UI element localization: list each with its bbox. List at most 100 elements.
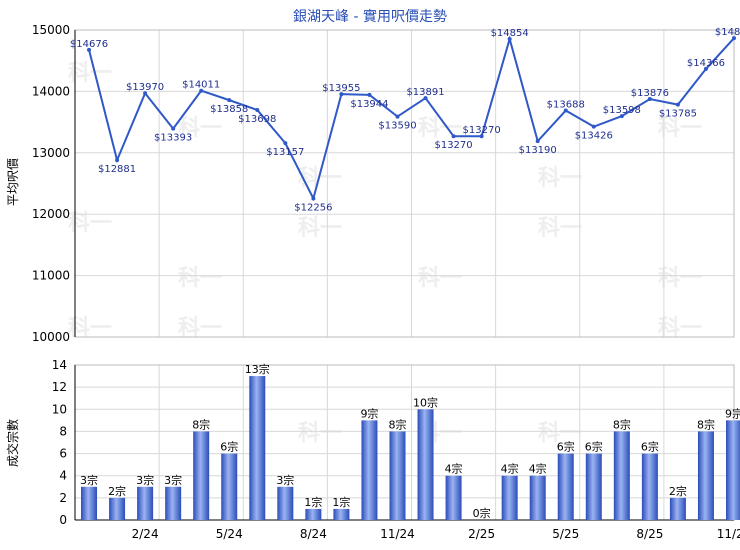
bar-data-label: 4宗 — [529, 462, 547, 476]
x-tick-label: 2/25 — [468, 527, 495, 541]
price-data-label: $13190 — [519, 145, 557, 156]
price-data-label: $14366 — [687, 58, 725, 69]
bar-data-label: 3宗 — [164, 473, 182, 487]
price-data-label: $13698 — [238, 114, 276, 125]
bar-data-label: 2宗 — [108, 484, 126, 498]
bottom-y-tick-label: 10 — [52, 402, 67, 416]
bottom-y-tick-label: 0 — [59, 513, 67, 527]
price-line — [88, 35, 735, 202]
price-data-label: $13590 — [378, 121, 416, 132]
bar — [165, 486, 182, 520]
bar-data-label: 9宗 — [360, 406, 378, 420]
x-tick-label: 8/24 — [300, 527, 327, 541]
bottom-y-tick-label: 14 — [52, 358, 67, 372]
price-data-label: $13876 — [631, 88, 669, 99]
bar-data-label: 3宗 — [80, 473, 98, 487]
x-tick-label: 2/24 — [132, 527, 159, 541]
price-point — [227, 98, 232, 103]
price-point — [367, 92, 372, 97]
line-series — [87, 35, 736, 202]
price-data-label: $13598 — [603, 105, 641, 116]
top-y-tick-label: 12000 — [32, 207, 70, 221]
watermark-text: 科一 — [418, 266, 462, 291]
bottom-y-tick-label: 4 — [59, 469, 67, 483]
price-point — [255, 107, 260, 112]
price-point — [339, 92, 344, 97]
price-point — [143, 91, 148, 96]
price-point — [647, 97, 652, 102]
price-point — [591, 124, 596, 129]
price-data-label: $13393 — [154, 133, 192, 144]
watermark-text: 科一 — [538, 421, 582, 446]
bar-data-label: 3宗 — [276, 473, 294, 487]
bottom-y-tick-label: 2 — [59, 491, 67, 505]
bottom-y-tick-label: 6 — [59, 447, 67, 461]
bar — [445, 475, 462, 520]
bar-data-label: 3宗 — [136, 473, 154, 487]
bar — [557, 453, 574, 520]
chart-title: 銀湖天峰 - 實用呎價走勢 — [293, 8, 447, 25]
price-point — [395, 114, 400, 119]
bar-data-label: 6宗 — [585, 440, 603, 454]
top-y-tick-label: 10000 — [32, 330, 70, 344]
bar — [529, 475, 546, 520]
price-point — [199, 88, 204, 93]
price-data-label: $13270 — [463, 125, 501, 136]
x-tick-label: 11/25 — [717, 527, 740, 541]
bar — [417, 409, 434, 520]
price-data-label: $13955 — [322, 83, 360, 94]
bar-series — [81, 376, 740, 520]
bar-data-label: 13宗 — [245, 362, 270, 376]
bar — [669, 497, 686, 520]
bar-data-label: 9宗 — [725, 406, 740, 420]
top-plot-frame — [74, 29, 735, 338]
bar — [333, 508, 350, 520]
x-tick-label: 8/25 — [636, 527, 663, 541]
price-point — [703, 66, 708, 71]
price-point — [479, 134, 484, 139]
watermark-text: 科一 — [178, 266, 222, 291]
price-point — [311, 196, 316, 201]
price-point — [451, 134, 456, 139]
bar-data-label: 8宗 — [192, 417, 210, 431]
price-data-label: $13157 — [266, 147, 304, 158]
bar — [697, 431, 714, 520]
bar — [109, 497, 126, 520]
bar — [501, 475, 518, 520]
bar — [277, 486, 294, 520]
watermark-text: 科一 — [178, 116, 222, 141]
x-tick-label: 11/24 — [380, 527, 415, 541]
watermark-text: 科一 — [298, 216, 342, 241]
bar — [389, 431, 406, 520]
price-point — [507, 36, 512, 41]
bottom-y-tick-label: 12 — [52, 380, 67, 394]
bar — [613, 431, 630, 520]
bar — [81, 486, 98, 520]
price-data-label: $14011 — [182, 80, 220, 91]
price-data-label: $12256 — [294, 202, 332, 213]
bar-data-label: 1宗 — [304, 495, 322, 509]
price-point — [732, 36, 736, 41]
price-data-label: $14676 — [70, 39, 108, 50]
bottom-y-tick-label: 8 — [59, 424, 67, 438]
top-y-tick-label: 15000 — [32, 23, 70, 37]
bar-data-label: 8宗 — [388, 417, 406, 431]
bar-data-label: 1宗 — [332, 495, 350, 509]
price-data-label: $13688 — [547, 100, 585, 111]
price-point — [675, 102, 680, 107]
price-point — [563, 108, 568, 113]
bar-data-label: 2宗 — [669, 484, 687, 498]
bar-data-label: 8宗 — [697, 417, 715, 431]
watermark-text: 科一 — [298, 166, 342, 191]
watermark-text: 科一 — [418, 116, 462, 141]
bar-data-label: 6宗 — [557, 440, 575, 454]
bar-data-label: 4宗 — [445, 462, 463, 476]
bar — [361, 420, 378, 520]
bar — [726, 420, 740, 520]
bar — [305, 508, 322, 520]
price-point — [283, 141, 288, 146]
bottom-y-axis-label: 成交宗數 — [5, 419, 20, 467]
price-point — [619, 114, 624, 119]
